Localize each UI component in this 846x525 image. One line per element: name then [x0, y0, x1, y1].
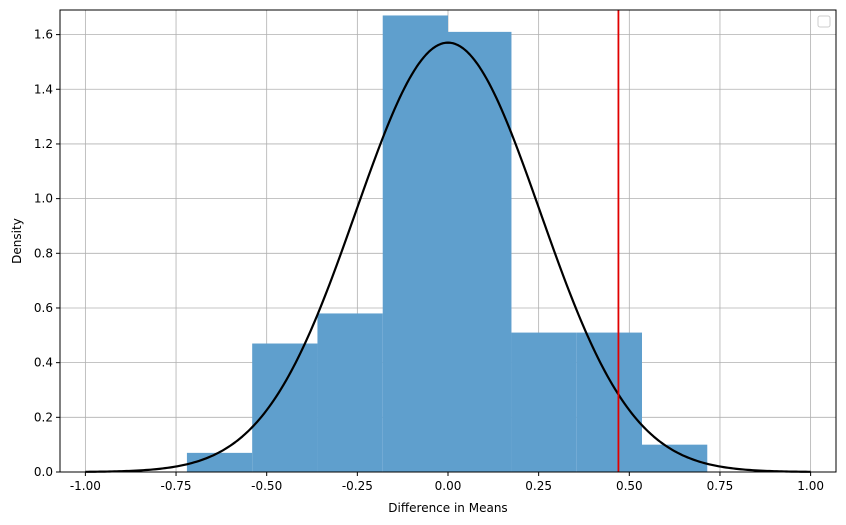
y-tick-label: 1.4: [34, 82, 53, 96]
histogram-bar: [448, 31, 512, 473]
y-tick-label: 1.2: [34, 137, 53, 151]
x-tick-label: -1.00: [70, 479, 101, 493]
x-tick-label: 0.00: [435, 479, 462, 493]
normal-curve-layer: [85, 41, 811, 473]
y-tick-label: 0.0: [34, 465, 53, 479]
y-tick-label: 0.2: [34, 410, 53, 424]
x-tick-label: 0.75: [707, 479, 734, 493]
legend-box: [817, 15, 831, 28]
y-tick-label: 1.0: [34, 192, 53, 206]
histogram-bar: [186, 452, 253, 472]
x-tick-label: 0.25: [525, 479, 552, 493]
normal-density-curve: [85, 41, 811, 473]
histogram-bar: [252, 343, 318, 472]
histogram-bar: [642, 444, 708, 472]
y-tick-label: 1.6: [34, 28, 53, 42]
x-tick-label: -0.25: [342, 479, 373, 493]
y-tick-label: 0.8: [34, 246, 53, 260]
x-axis-ticks: -1.00 -0.75 -0.50 -0.25 0.00 0.25 0.50 0.75 1.00: [70, 472, 824, 493]
y-axis-label: Density: [10, 218, 24, 264]
x-axis-label: Difference in Means: [388, 501, 507, 515]
x-tick-label: -0.75: [161, 479, 192, 493]
x-tick-label: 0.50: [616, 479, 643, 493]
x-tick-label: 1.00: [797, 479, 824, 493]
y-axis-ticks: 0.0 0.2 0.4 0.6 0.8 1.0 1.2 1.4 1.6: [34, 28, 60, 479]
x-tick-label: -0.50: [251, 479, 282, 493]
y-tick-label: 0.6: [34, 301, 53, 315]
histogram-bar: [317, 313, 383, 472]
histogram-bar: [511, 332, 577, 472]
y-tick-label: 0.4: [34, 356, 53, 370]
histogram-bar: [576, 332, 642, 472]
histogram-bars: [186, 15, 708, 473]
histogram-bar: [382, 15, 448, 472]
